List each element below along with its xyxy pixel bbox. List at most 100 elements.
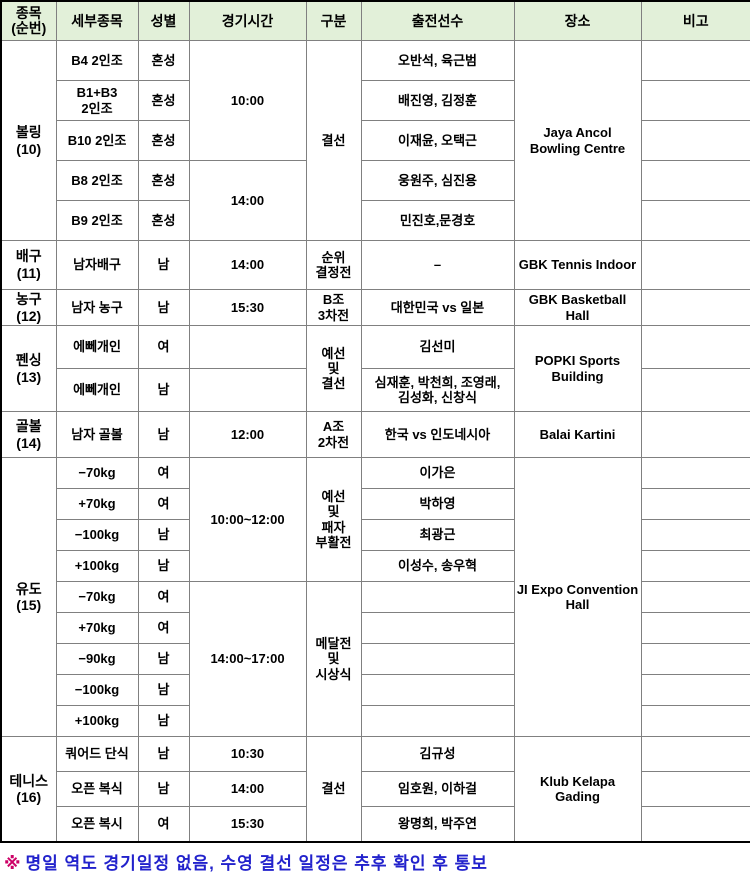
athletes-cell: 대한민국 vs 일본 xyxy=(360,288,515,327)
athletes-cell: 이재윤, 오택근 xyxy=(360,120,515,161)
venue-cell: Balai Kartini xyxy=(513,411,642,459)
remarks-cell xyxy=(640,519,750,552)
gender-cell: 혼성 xyxy=(137,160,190,201)
remarks-cell xyxy=(640,411,750,459)
gender-cell: 여 xyxy=(137,488,190,521)
column-header-sport: 종목 (순번) xyxy=(0,0,57,41)
event-cell: B4 2인조 xyxy=(55,40,139,81)
gender-cell: 여 xyxy=(137,806,190,843)
athletes-cell: 민진호,문경호 xyxy=(360,200,515,241)
event-cell: 오픈 복시 xyxy=(55,806,139,843)
remarks-cell xyxy=(640,160,750,201)
remarks-cell xyxy=(640,771,750,808)
table-row: +70kg 여 xyxy=(1,612,750,645)
note-text: 명일 역도 경기일정 없음, 수영 결선 일정은 추후 확인 후 통보 xyxy=(25,854,488,874)
athletes-cell xyxy=(360,581,515,614)
venue-cell: POPKI Sports Building xyxy=(513,325,642,413)
remarks-cell xyxy=(640,80,750,121)
table-row: B1+B3 2인조 혼성 배진영, 김정훈 xyxy=(1,80,750,121)
round-cell: 순위 결정전 xyxy=(305,240,362,290)
round-cell: 결선 xyxy=(305,40,362,241)
event-cell: +70kg xyxy=(55,612,139,645)
time-cell: 10:00 xyxy=(188,40,307,161)
event-cell: B8 2인조 xyxy=(55,160,139,201)
sport-cell-volleyball: 배구 (11) xyxy=(0,240,57,290)
column-header-remarks: 비고 xyxy=(640,0,750,41)
round-cell: B조 3차전 xyxy=(305,288,362,327)
table-row: −100kg 남 최광근 xyxy=(1,519,750,552)
venue-cell: Klub Kelapa Gading xyxy=(513,736,642,843)
time-cell xyxy=(188,325,307,370)
athletes-cell: 왕명희, 박주연 xyxy=(360,806,515,843)
time-cell: 14:00 xyxy=(188,160,307,241)
gender-cell: 혼성 xyxy=(137,80,190,121)
table-row: 볼링 (10) B4 2인조 혼성 10:00 결선 오반석, 육근범 Jaya… xyxy=(0,40,750,241)
remarks-cell xyxy=(640,200,750,241)
athletes-cell: 이성수, 송우혁 xyxy=(360,550,515,583)
table-row: 에뻬개인 남 심재훈, 박천희, 조영래, 김성화, 신창식 xyxy=(1,368,750,413)
column-header-athletes: 출전선수 xyxy=(360,0,515,41)
athletes-cell: 최광근 xyxy=(360,519,515,552)
remarks-cell xyxy=(640,325,750,370)
athletes-cell xyxy=(360,612,515,645)
remarks-cell xyxy=(640,806,750,843)
gender-cell: 여 xyxy=(137,581,190,614)
schedule-table: 종목 (순번) 세부종목 성별 경기시간 구분 출전선수 장소 비고 볼링 (1… xyxy=(0,0,750,844)
table-row: 테니스 (16) 쿼어드 단식 남 10:30 결선 김규성 Klub Kela… xyxy=(0,736,750,843)
event-cell: −70kg xyxy=(55,581,139,614)
gender-cell: 남 xyxy=(137,771,190,808)
column-header-gender: 성별 xyxy=(137,0,190,41)
venue-cell: Jaya Ancol Bowling Centre xyxy=(513,40,642,241)
sport-cell-bowling: 볼링 (10) xyxy=(0,40,57,241)
athletes-cell: 오반석, 육근범 xyxy=(360,40,515,81)
event-cell: B1+B3 2인조 xyxy=(55,80,139,121)
column-header-event: 세부종목 xyxy=(55,0,139,41)
time-cell: 15:30 xyxy=(188,806,307,843)
athletes-cell: 박하영 xyxy=(360,488,515,521)
athletes-cell xyxy=(360,643,515,676)
remarks-cell xyxy=(640,488,750,521)
remarks-cell xyxy=(640,240,750,290)
remarks-cell xyxy=(640,457,750,490)
sport-cell-fencing: 펜싱 (13) xyxy=(0,325,57,413)
event-cell: B9 2인조 xyxy=(55,200,139,241)
event-cell: +70kg xyxy=(55,488,139,521)
gender-cell: 남 xyxy=(137,288,190,327)
gender-cell: 혼성 xyxy=(137,200,190,241)
column-header-venue: 장소 xyxy=(513,0,642,41)
column-header-time: 경기시간 xyxy=(188,0,307,41)
round-cell: A조 2차전 xyxy=(305,411,362,459)
athletes-cell: 김규성 xyxy=(360,736,515,773)
time-cell: 10:30 xyxy=(188,736,307,773)
sport-cell-tennis: 테니스 (16) xyxy=(0,736,57,843)
gender-cell: 혼성 xyxy=(137,120,190,161)
round-cell: 결선 xyxy=(305,736,362,843)
table-row: 오픈 복식 남 14:00 임호원, 이하걸 xyxy=(1,771,750,808)
event-cell: 남자배구 xyxy=(55,240,139,290)
gender-cell: 여 xyxy=(137,612,190,645)
gender-cell: 남 xyxy=(137,736,190,773)
table-row: B8 2인조 혼성 14:00 웅원주, 심진용 xyxy=(1,160,750,241)
event-cell: −100kg xyxy=(55,674,139,707)
event-cell: 남자 농구 xyxy=(55,288,139,327)
table-row: 유도 (15) −70kg 여 10:00~12:00 예선 및 패자 부활전 … xyxy=(0,457,750,738)
time-cell: 10:00~12:00 xyxy=(188,457,307,583)
time-cell: 15:30 xyxy=(188,288,307,327)
gender-cell: 남 xyxy=(137,705,190,738)
remarks-cell xyxy=(640,40,750,81)
athletes-cell: 김선미 xyxy=(360,325,515,370)
time-cell: 14:00~17:00 xyxy=(188,581,307,738)
event-cell: 쿼어드 단식 xyxy=(55,736,139,773)
table-row: −70kg 여 14:00~17:00 메달전 및 시상식 xyxy=(1,581,750,738)
event-cell: 남자 골볼 xyxy=(55,411,139,459)
gender-cell: 여 xyxy=(137,325,190,370)
remarks-cell xyxy=(640,550,750,583)
event-cell: +100kg xyxy=(55,705,139,738)
table-header: 종목 (순번) 세부종목 성별 경기시간 구분 출전선수 장소 비고 xyxy=(0,0,750,41)
table-body: 볼링 (10) B4 2인조 혼성 10:00 결선 오반석, 육근범 Jaya… xyxy=(0,40,750,843)
remarks-cell xyxy=(640,612,750,645)
event-cell: −90kg xyxy=(55,643,139,676)
venue-cell: GBK Basketball Hall xyxy=(513,288,642,327)
gender-cell: 남 xyxy=(137,240,190,290)
